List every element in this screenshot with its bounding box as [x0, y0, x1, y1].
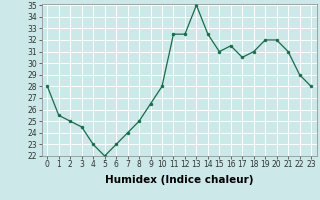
X-axis label: Humidex (Indice chaleur): Humidex (Indice chaleur) — [105, 175, 253, 185]
